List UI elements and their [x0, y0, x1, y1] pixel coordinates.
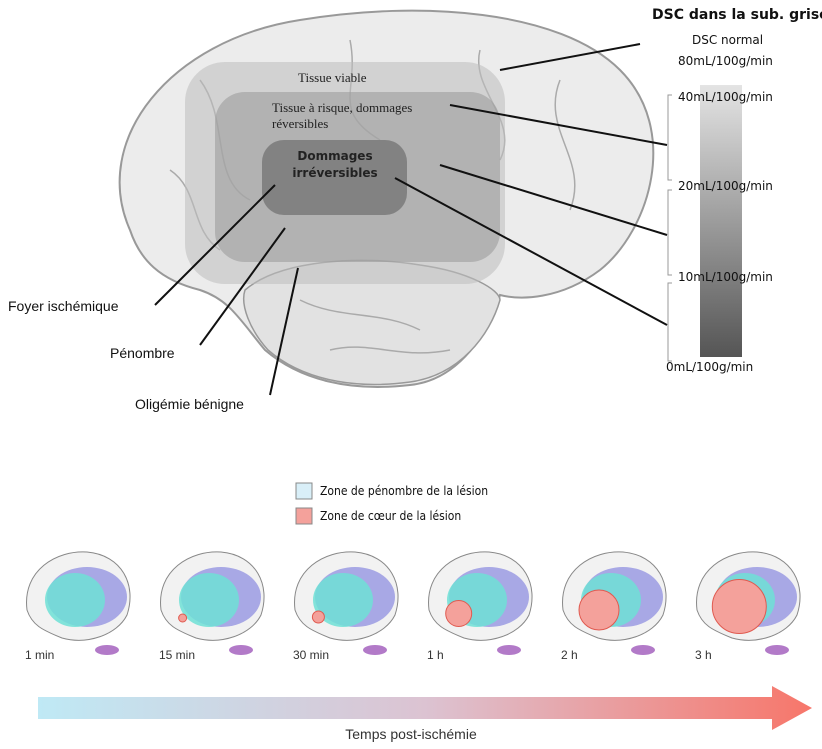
region-label: Oligémie bénigne — [135, 396, 244, 412]
legend-label: Zone de cœur de la lésion — [320, 509, 462, 523]
cerebellum — [229, 645, 253, 655]
zone-label: Tissue viable — [298, 70, 367, 85]
brackets — [667, 94, 672, 362]
core — [178, 613, 188, 623]
scale-label: 40mL/100g/min — [678, 90, 773, 104]
axis-label: Temps post-ischémie — [345, 726, 477, 742]
time-label: 30 min — [293, 648, 330, 662]
scale-label: 20mL/100g/min — [678, 179, 773, 193]
timeline-brains — [26, 551, 801, 655]
time-label: 3 h — [695, 648, 712, 662]
time-label: 1 h — [427, 648, 444, 662]
penumbra — [179, 573, 239, 627]
scale-label: 80mL/100g/min — [678, 54, 773, 68]
brain — [118, 9, 655, 388]
time-arrow — [38, 686, 812, 730]
scale-label: 10mL/100g/min — [678, 270, 773, 284]
time-label: 2 h — [561, 648, 578, 662]
region-label: Pénombre — [110, 345, 175, 361]
scale-label: 0mL/100g/min — [666, 360, 754, 374]
core — [578, 589, 620, 631]
penumbra — [45, 573, 105, 627]
core — [711, 579, 767, 634]
zone-label: Tissue à risque, dommages réversibles — [272, 100, 413, 131]
legend-label: Zone de pénombre de la lésion — [320, 484, 489, 498]
cerebellum — [363, 645, 387, 655]
core — [311, 610, 325, 624]
normal-label: DSC normal — [692, 33, 764, 47]
cerebellum — [497, 645, 521, 655]
penumbra — [313, 573, 373, 627]
cerebellum — [95, 645, 119, 655]
legend-swatch — [295, 507, 313, 525]
dsc-scale — [700, 85, 742, 357]
cerebellum — [765, 645, 789, 655]
scale-title: DSC dans la sub. grise — [652, 7, 822, 23]
time-label: 1 min — [25, 648, 55, 662]
time-label: 15 min — [159, 648, 196, 662]
cerebellum — [631, 645, 655, 655]
zone-label: Dommages irréversibles — [292, 149, 378, 180]
core — [445, 600, 473, 627]
region-label: Foyer ischémique — [8, 298, 119, 314]
leader-lines — [154, 43, 668, 396]
legend-swatch — [295, 482, 313, 500]
